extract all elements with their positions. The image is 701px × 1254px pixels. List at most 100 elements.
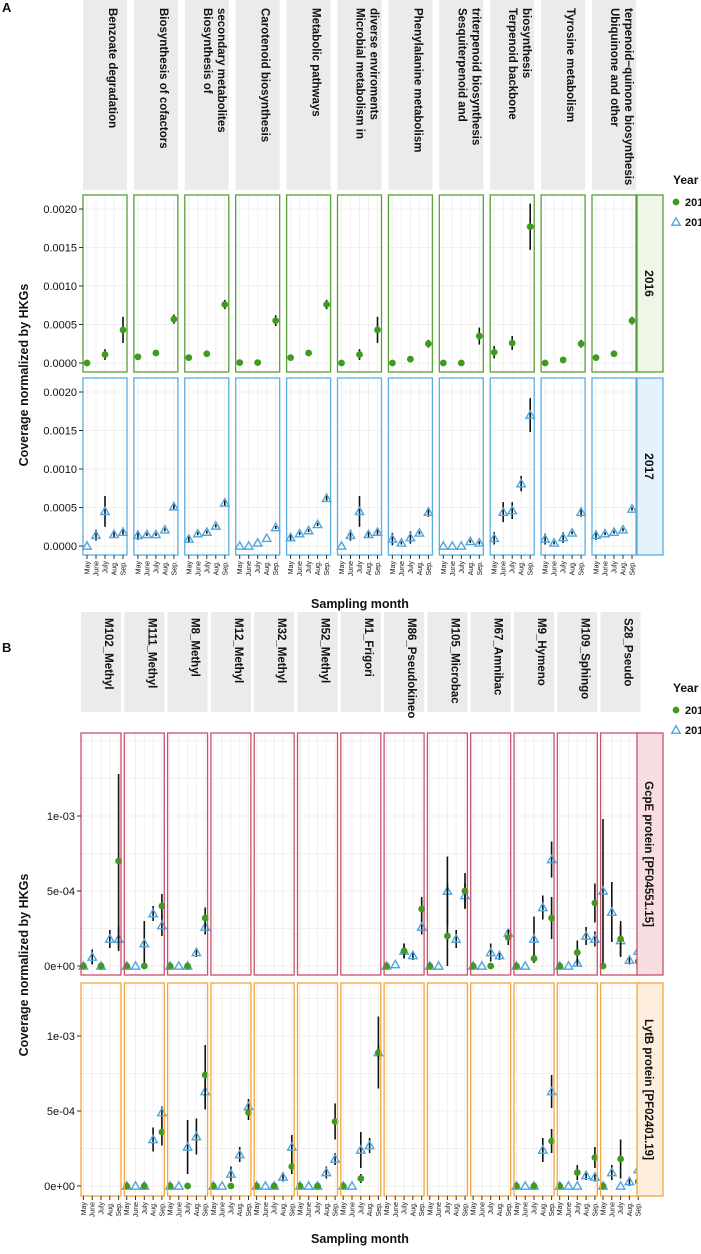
data-point-2017 [599, 528, 611, 538]
data-point-2017 [623, 1175, 635, 1186]
data-point-2016 [374, 326, 381, 334]
data-point-2017 [515, 478, 527, 488]
facet-label: Metabolic pathways [310, 8, 322, 117]
data-point-2016 [573, 949, 581, 956]
data-point-2016 [323, 301, 330, 308]
data-point-2016 [185, 354, 193, 362]
y-tick-label: 0e+00 [44, 1181, 75, 1193]
data-point-2016 [356, 351, 363, 358]
x-tick-label: Aug. [151, 1202, 158, 1216]
x-tick-label: Sep. [222, 561, 229, 575]
x-tick-label: July [402, 1202, 409, 1215]
data-point-2017 [141, 528, 153, 539]
data-point-2017 [173, 1180, 185, 1190]
data-point-2016 [270, 1182, 278, 1190]
data-point-2016 [407, 355, 414, 363]
facet-label: biosynthesis [520, 8, 532, 78]
facet-strip [470, 612, 511, 712]
y-tick-label: 0.0005 [43, 320, 77, 332]
facet-panel [424, 732, 471, 976]
x-tick-label: July [358, 1202, 365, 1215]
facet-label: diverse enviroments [368, 8, 380, 120]
x-tick-label: Aug. [281, 1202, 288, 1216]
x-tick-label: June [195, 561, 202, 576]
data-point-2016 [123, 962, 131, 970]
facet-panel [386, 377, 434, 556]
data-point-2016 [83, 359, 91, 367]
facet-strip [133, 0, 178, 190]
data-point-2017 [321, 492, 333, 503]
data-point-2016 [287, 354, 294, 362]
data-point-2016 [469, 962, 477, 970]
facet-strip [167, 612, 208, 712]
y-tick-label: 1e-03 [47, 811, 75, 823]
data-point-2016 [559, 356, 567, 364]
facet-label: Tyrosine metabolism [564, 8, 576, 122]
facet-label: triterpenoid biosynthesis [469, 8, 481, 145]
data-point-2016 [628, 317, 636, 325]
x-tick-label: June [523, 1202, 530, 1217]
x-tick-label: Aug. [627, 1202, 634, 1216]
data-point-2016 [383, 962, 390, 970]
facet-label: Benzoate degradation [106, 8, 118, 128]
x-tick-label: June [306, 1202, 313, 1217]
data-point-2017 [303, 1180, 315, 1190]
x-tick-label: Sep. [463, 1202, 470, 1216]
data-point-2017 [90, 529, 102, 540]
legend-key-2016 [672, 198, 680, 206]
panel-border [426, 732, 469, 976]
facet-label: Phenylalanine metabolism [411, 8, 423, 152]
data-point-2017 [234, 1148, 246, 1159]
facet-label: Sesquiterpenoid and [455, 8, 467, 122]
x-tick-label: May [441, 561, 448, 575]
x-axis-title: Sampling month [311, 597, 409, 611]
facet-label: terpenoid−quinone biosynthesis [622, 8, 634, 185]
x-tick-label: Aug. [540, 1202, 547, 1216]
x-tick-label: May [124, 1202, 131, 1216]
data-point-2017 [476, 960, 488, 970]
x-tick-label: Sep. [116, 1202, 123, 1216]
x-tick-label: Sep. [419, 1202, 426, 1216]
facet-panel [133, 194, 179, 373]
data-point-2016 [418, 905, 426, 913]
facet-panel [554, 732, 601, 976]
data-point-2017 [372, 526, 383, 536]
x-tick-label: Sep. [375, 561, 382, 575]
data-point-2017 [99, 505, 111, 516]
facet-strip [340, 612, 381, 712]
facet-panel [336, 377, 383, 556]
data-point-2016 [253, 1182, 260, 1190]
data-point-2016 [548, 914, 555, 922]
y-tick-label: 0.0010 [43, 281, 77, 293]
data-point-2017 [404, 531, 416, 542]
panel-border [489, 194, 535, 373]
facet-label: M1_Frigori [362, 618, 374, 677]
facet-panel [470, 982, 512, 1197]
facet-strip [184, 0, 229, 190]
x-tick-label: June [566, 1202, 573, 1217]
row-strip-label: 2017 [642, 453, 656, 480]
data-point-2017 [192, 528, 204, 538]
facet-panel [539, 377, 587, 556]
facet-panel [438, 194, 484, 373]
facet-strip [427, 612, 468, 712]
x-tick-label: May [85, 561, 92, 575]
data-point-2016 [272, 317, 280, 325]
legend-key-2017 [670, 724, 682, 734]
x-tick-label: May [297, 1202, 304, 1216]
data-point-2016 [599, 1182, 607, 1190]
data-point-2016 [254, 359, 262, 367]
panel-border [82, 194, 128, 373]
data-point-2017 [575, 506, 587, 516]
legend-triangle-icon [670, 216, 682, 226]
data-point-2017 [557, 531, 569, 542]
x-tick-label: Aug. [417, 561, 424, 575]
data-point-2016 [101, 351, 109, 358]
x-tick-label: Aug. [366, 561, 373, 575]
legend-circle-icon [672, 706, 680, 714]
data-point-2017 [519, 1180, 531, 1190]
data-point-2017 [294, 528, 306, 538]
facet-panel [132, 377, 180, 556]
data-point-2017 [446, 540, 458, 550]
